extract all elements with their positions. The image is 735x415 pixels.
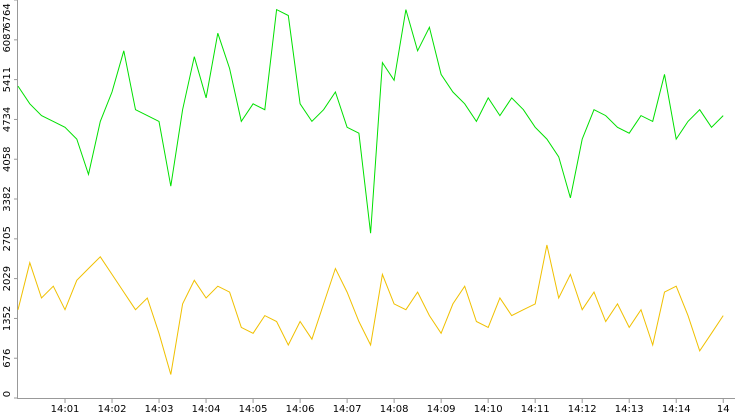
y-tick-label: 2705 [2,226,13,251]
y-tick-label: 5411 [2,67,13,92]
x-tick-label: 14 [717,404,730,415]
x-tick-label: 14:03 [145,404,174,415]
x-tick-label: 14:02 [98,404,127,415]
x-tick-label: 14:01 [51,404,80,415]
x-tick-label: 14:08 [380,404,409,415]
x-tick-label: 14:09 [427,404,456,415]
y-tick-label: 676 [2,349,13,368]
y-tick-label: 6087 [2,27,13,52]
x-tick-label: 14:04 [192,404,221,415]
x-tick-label: 14:10 [474,404,503,415]
y-tick-label: 6764 [2,3,13,28]
x-tick-label: 14:06 [286,404,315,415]
y-tick-label: 0 [2,391,13,397]
x-tick-label: 14:07 [333,404,362,415]
x-tick-label: 14:11 [521,404,550,415]
y-tick-label: 4734 [2,107,13,132]
y-tick-label: 2029 [2,266,13,291]
x-tick-label: 14:14 [662,404,691,415]
x-tick-label: 14:13 [615,404,644,415]
series-line [17,244,724,375]
series-line [17,8,724,234]
x-tick-label: 14:05 [239,404,268,415]
y-tick-label: 1352 [2,306,13,331]
y-tick-label: 3382 [2,186,13,211]
y-tick-label: 4058 [2,146,13,171]
x-tick-label: 14:12 [568,404,597,415]
